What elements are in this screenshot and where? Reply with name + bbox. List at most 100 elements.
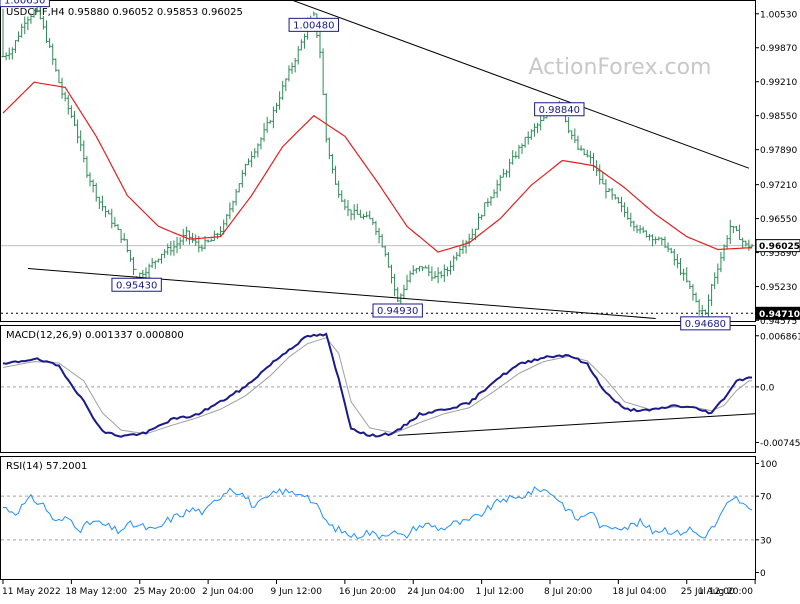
price-bar [741,237,745,249]
price-bar [265,116,269,133]
price-bar [508,158,512,178]
moving-average-line [2,81,752,253]
price-bar [520,143,524,154]
price-bar [41,15,45,30]
price-bar [247,158,251,166]
price-bar [355,203,359,215]
price-bar [184,226,188,242]
price-bar [160,253,164,264]
price-bar [657,236,661,241]
price-bar [697,299,701,316]
price-annotation-label: 0.94930 [377,306,418,317]
price-bar [647,234,651,241]
price-bar [641,226,645,234]
price-bar [439,270,443,279]
macd-axis-label: -0.007454 [760,439,800,449]
price-bar [430,266,434,282]
price-annotation-label: 1.00630 [4,0,45,7]
price-bar [719,251,723,273]
support-price-tag-box [755,306,800,320]
price-bar [150,257,154,268]
price-bar [523,136,527,148]
price-bar [573,128,577,144]
price-bar [734,225,738,232]
price-bar [371,217,375,226]
price-annotation-box [534,102,585,117]
time-axis-label: 2 Jun 04:00 [202,587,254,597]
price-bar [191,232,195,243]
price-bar [144,267,148,278]
price-bar [585,149,589,158]
price-bar [536,122,540,134]
price-annotation: 1.00480 [288,17,339,32]
price-bar [532,123,536,137]
price-bar [274,102,278,114]
price-annotation: 0.94680 [680,316,731,331]
price-bar [588,150,592,164]
price-bar [492,189,496,199]
price-bar [461,239,465,254]
price-annotation: 0.94930 [372,303,423,318]
price-bar [710,283,714,307]
price-bar [312,11,316,20]
price-bar [278,91,282,110]
price-bar [638,225,642,234]
price-bar [234,188,238,206]
price-bar [402,284,406,299]
price-annotation: 0.98840 [534,102,585,117]
price-bar [302,33,306,49]
price-bar [616,197,620,204]
price-bar [514,151,518,159]
price-bar [452,255,456,271]
price-bar [517,144,521,160]
price-bar [722,244,726,262]
price-bar [691,284,695,301]
price-bar [156,258,160,263]
price-bar [582,148,586,156]
price-annotation-label: 0.94680 [685,319,726,330]
price-bar [299,39,303,51]
current-price-tag-box [755,239,800,253]
price-bar [104,205,108,218]
price-bar [54,58,58,72]
price-bar [666,242,670,253]
price-bar [424,265,428,269]
price-bar [153,260,157,269]
price-chart-title: USDCHF,H4 0.95880 0.96052 0.95853 0.9602… [6,7,243,18]
current-price-tag: 0.96025 [755,239,800,253]
price-bar [380,233,384,248]
watermark: ActionForex.com [529,55,712,80]
price-bar [119,228,123,244]
price-bar [116,224,120,230]
price-bar [436,267,440,284]
price-bar [268,119,272,124]
price-bar [79,130,83,152]
price-bar [495,179,499,198]
price-bar [579,145,583,151]
price-annotation-box [288,17,339,32]
price-bar [738,224,742,241]
price-bar [604,179,608,199]
price-bar [685,267,689,283]
price-bar [414,267,418,274]
price-axis-label: 0.97890 [760,146,797,156]
price-annotation: 0.95430 [111,277,162,292]
price-bar [13,40,17,53]
price-bar [240,170,244,188]
price-bar [225,214,229,227]
price-bar [511,150,515,165]
price-bar [635,224,639,234]
price-bar [271,106,275,129]
price-panel-frame [0,0,756,322]
price-bar [346,200,350,217]
price-annotation-label: 0.98840 [539,105,580,116]
price-bar [296,46,300,65]
price-bar [362,213,366,220]
price-bar [374,220,378,236]
price-annotation-box [0,0,50,8]
price-bar [747,239,751,251]
price-bar [69,105,73,119]
time-axis-label: 1 Aug 20:00 [698,587,753,597]
price-bar [209,238,213,242]
